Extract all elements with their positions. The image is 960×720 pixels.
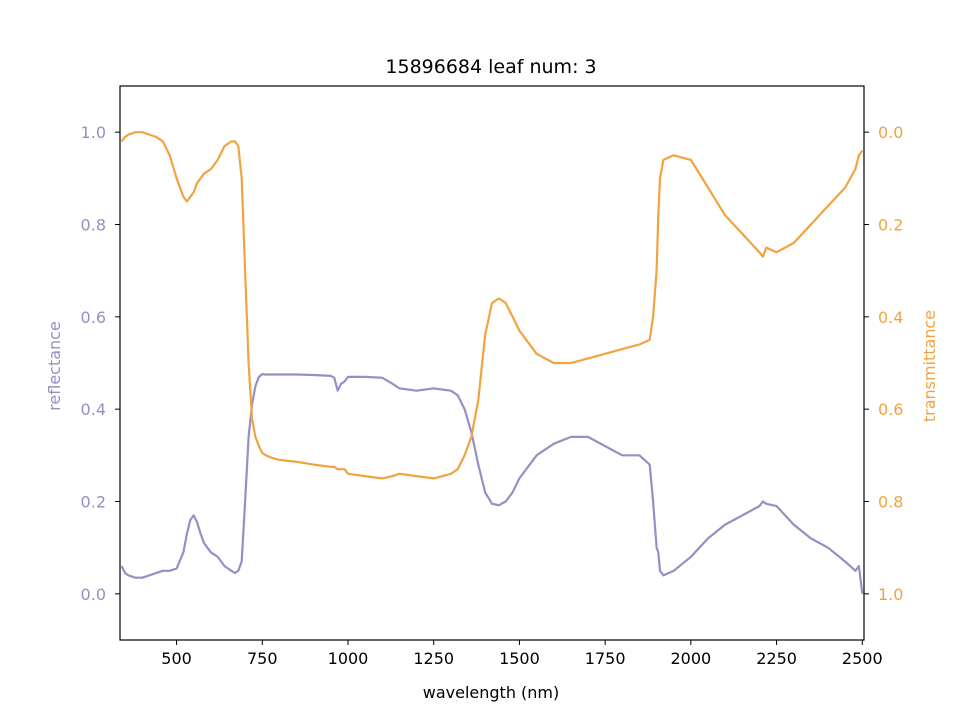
y-right-tick-label: 0.0 (878, 123, 903, 142)
y-right-tick-label: 0.2 (878, 216, 903, 235)
x-tick-label: 750 (247, 649, 278, 668)
x-tick-label: 1000 (328, 649, 369, 668)
y-axis-left-label: reflectance (45, 321, 64, 411)
y-left-tick-label: 0.6 (81, 308, 106, 327)
y-axis-left: 0.0 0.2 0.4 0.6 0.8 1.0 (81, 123, 120, 604)
x-tick-label: 1750 (585, 649, 626, 668)
y-right-tick-label: 1.0 (878, 585, 903, 604)
x-tick-label: 500 (161, 649, 192, 668)
x-axis-label: wavelength (nm) (423, 683, 560, 702)
y-left-tick-label: 0.8 (81, 216, 106, 235)
x-axis: 500 750 1000 1250 1500 1750 2000 2250 2500 (161, 640, 883, 668)
y-left-tick-label: 1.0 (81, 123, 106, 142)
y-axis-right-label: transmittance (920, 310, 939, 422)
series-line-reflectance (120, 373, 864, 594)
y-left-tick-label: 0.4 (81, 400, 106, 419)
series-layer (120, 131, 864, 594)
y-right-tick-label: 0.4 (878, 308, 903, 327)
x-tick-label: 2250 (756, 649, 797, 668)
series-line-transmittance (120, 131, 864, 480)
y-axis-right: 0.0 0.2 0.4 0.6 0.8 1.0 (864, 123, 903, 604)
y-left-tick-label: 0.2 (81, 493, 106, 512)
x-tick-label: 2000 (670, 649, 711, 668)
y-right-tick-label: 0.8 (878, 493, 903, 512)
x-tick-label: 1500 (499, 649, 540, 668)
plot-frame (119, 85, 865, 641)
chart-title: 15896684 leaf num: 3 (385, 56, 596, 78)
y-left-tick-label: 0.0 (81, 585, 106, 604)
x-tick-label: 1250 (413, 649, 454, 668)
y-right-tick-label: 0.6 (878, 400, 903, 419)
x-tick-label: 2500 (842, 649, 883, 668)
